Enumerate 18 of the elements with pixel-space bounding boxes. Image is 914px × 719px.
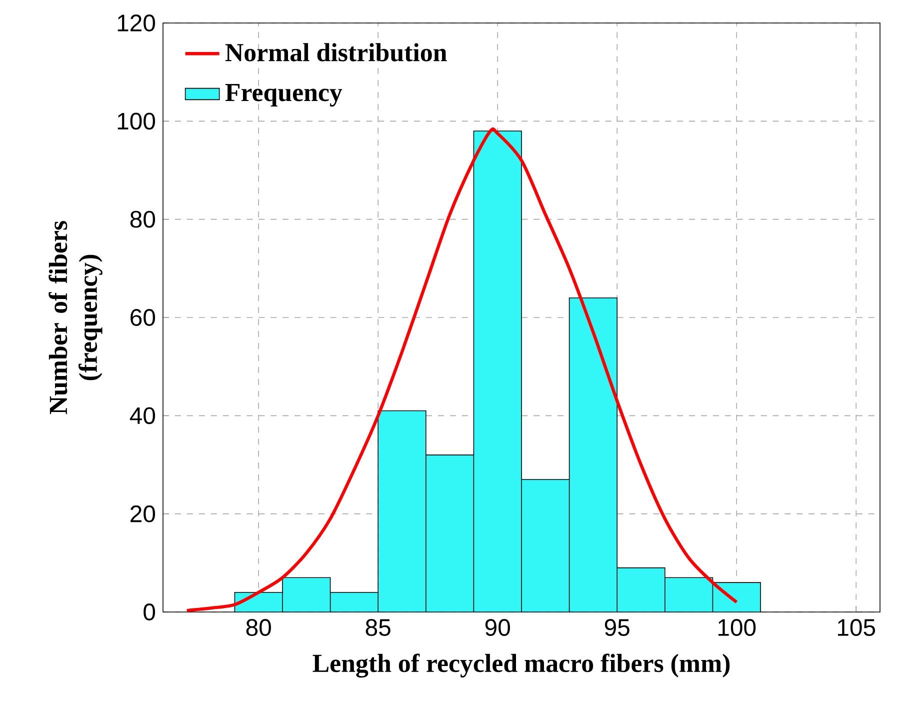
y-tick-label: 80 <box>130 210 156 228</box>
y-tick-label: 40 <box>130 407 156 424</box>
y-axis-title: Number of fibers (frequency) <box>48 221 102 414</box>
line-series <box>185 128 738 612</box>
x-tick-label: 80 <box>246 619 271 636</box>
x-tick-label: 105 <box>838 619 876 636</box>
legend-label: Frequency <box>225 84 342 107</box>
x-axis-title: Length of recycled macro fibers (mm) <box>312 654 730 678</box>
y-tick-label: 0 <box>144 604 156 620</box>
y-tick-label: 20 <box>130 505 156 522</box>
y-tick-label: 120 <box>118 14 156 32</box>
x-tick-label: 85 <box>366 619 390 636</box>
x-tick-label: 95 <box>604 619 630 636</box>
y-tick-label: 60 <box>130 309 156 326</box>
legend-label: Normal distribution <box>225 43 447 62</box>
y-tick-label: 100 <box>118 112 156 130</box>
x-tick-label: 90 <box>485 619 510 636</box>
x-tick-label: 100 <box>718 619 756 636</box>
